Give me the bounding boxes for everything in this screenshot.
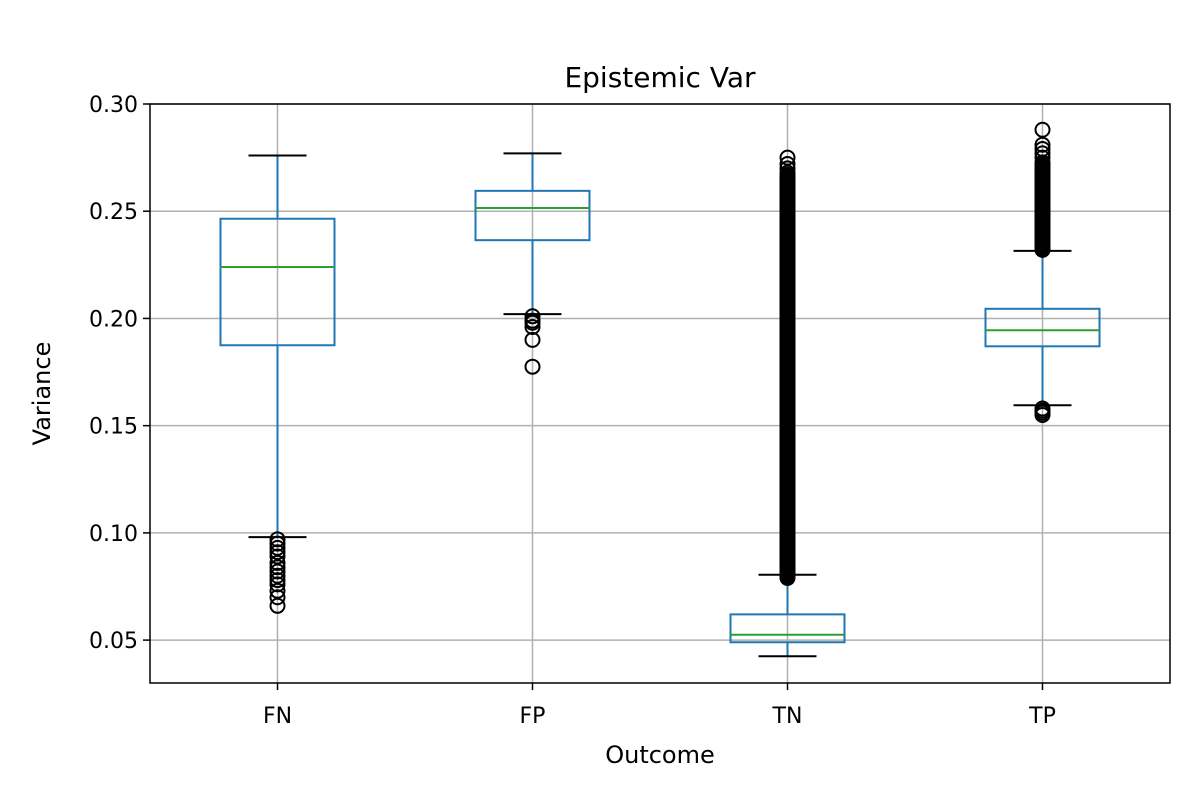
outlier-point <box>1034 121 1051 138</box>
outlier-point <box>1034 145 1051 162</box>
outlier-point <box>524 314 541 331</box>
outlier-point <box>1034 149 1051 166</box>
outlier-point <box>269 597 286 614</box>
outlier-point <box>269 539 286 556</box>
chart-title: Epistemic Var <box>564 61 756 94</box>
outlier-point <box>269 554 286 571</box>
outlier-point <box>779 149 796 166</box>
outlier-point <box>269 535 286 552</box>
outlier-point <box>269 563 286 580</box>
x-tick-label-tn: TN <box>772 704 803 729</box>
outlier-point <box>269 559 286 576</box>
outlier-point <box>1034 136 1051 153</box>
iqr-box <box>474 189 591 242</box>
plot-frame <box>149 103 1171 684</box>
outlier-point <box>779 156 796 173</box>
outlier-point <box>269 576 286 593</box>
y-tick-label: 0.10 <box>89 522 138 547</box>
outlier-point <box>269 582 286 599</box>
outlier-point <box>269 531 286 548</box>
box-fn <box>219 154 336 614</box>
x-tick-label-tp: TP <box>1028 704 1056 729</box>
y-tick-label: 0.05 <box>89 629 138 654</box>
iqr-box <box>729 613 846 644</box>
x-tick-label-fn: FN <box>263 704 292 729</box>
outlier-point <box>1034 141 1051 158</box>
x-axis-label: Outcome <box>605 741 715 769</box>
outlier-point <box>269 572 286 589</box>
box-fp <box>474 152 591 375</box>
outlier-point <box>524 319 541 336</box>
y-tick-label: 0.20 <box>89 307 138 332</box>
outlier-point <box>524 358 541 375</box>
y-tick-label: 0.30 <box>89 93 138 118</box>
box-tp <box>984 121 1101 423</box>
outlier-point <box>779 160 796 177</box>
tick-layer: 0.05 0.10 0.15 0.20 0.25 0.30 FN FP TN TP <box>89 93 1056 729</box>
outlier-point <box>1034 406 1051 423</box>
box-tn <box>729 149 846 658</box>
outlier-point <box>779 164 796 181</box>
x-tick-label-fp: FP <box>520 704 546 729</box>
y-tick-label: 0.15 <box>89 415 138 440</box>
outlier-point <box>524 308 541 325</box>
box-layer <box>219 121 1101 658</box>
grid-lines <box>150 103 1170 683</box>
y-tick-label: 0.25 <box>89 200 138 225</box>
y-axis-label: Variance <box>28 342 56 446</box>
iqr-box <box>984 307 1101 348</box>
outlier-point <box>524 331 541 348</box>
outlier-point <box>269 589 286 606</box>
outlier-point <box>269 567 286 584</box>
outlier-point <box>269 548 286 565</box>
outlier-point <box>269 544 286 561</box>
iqr-box <box>219 217 336 347</box>
